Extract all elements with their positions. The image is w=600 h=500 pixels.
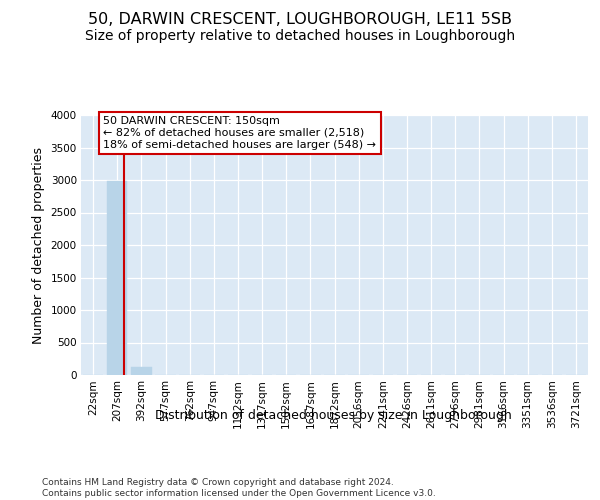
Bar: [107, 182, 127, 375]
Text: Size of property relative to detached houses in Loughborough: Size of property relative to detached ho…: [85, 29, 515, 43]
Text: 50 DARWIN CRESCENT: 150sqm
← 82% of detached houses are smaller (2,518)
18% of s: 50 DARWIN CRESCENT: 150sqm ← 82% of deta…: [103, 116, 376, 150]
Y-axis label: Number of detached properties: Number of detached properties: [32, 146, 45, 344]
Text: Contains HM Land Registry data © Crown copyright and database right 2024.
Contai: Contains HM Land Registry data © Crown c…: [42, 478, 436, 498]
Text: 50, DARWIN CRESCENT, LOUGHBOROUGH, LE11 5SB: 50, DARWIN CRESCENT, LOUGHBOROUGH, LE11 …: [88, 12, 512, 28]
Bar: [131, 367, 152, 375]
Text: Distribution of detached houses by size in Loughborough: Distribution of detached houses by size …: [155, 410, 511, 422]
